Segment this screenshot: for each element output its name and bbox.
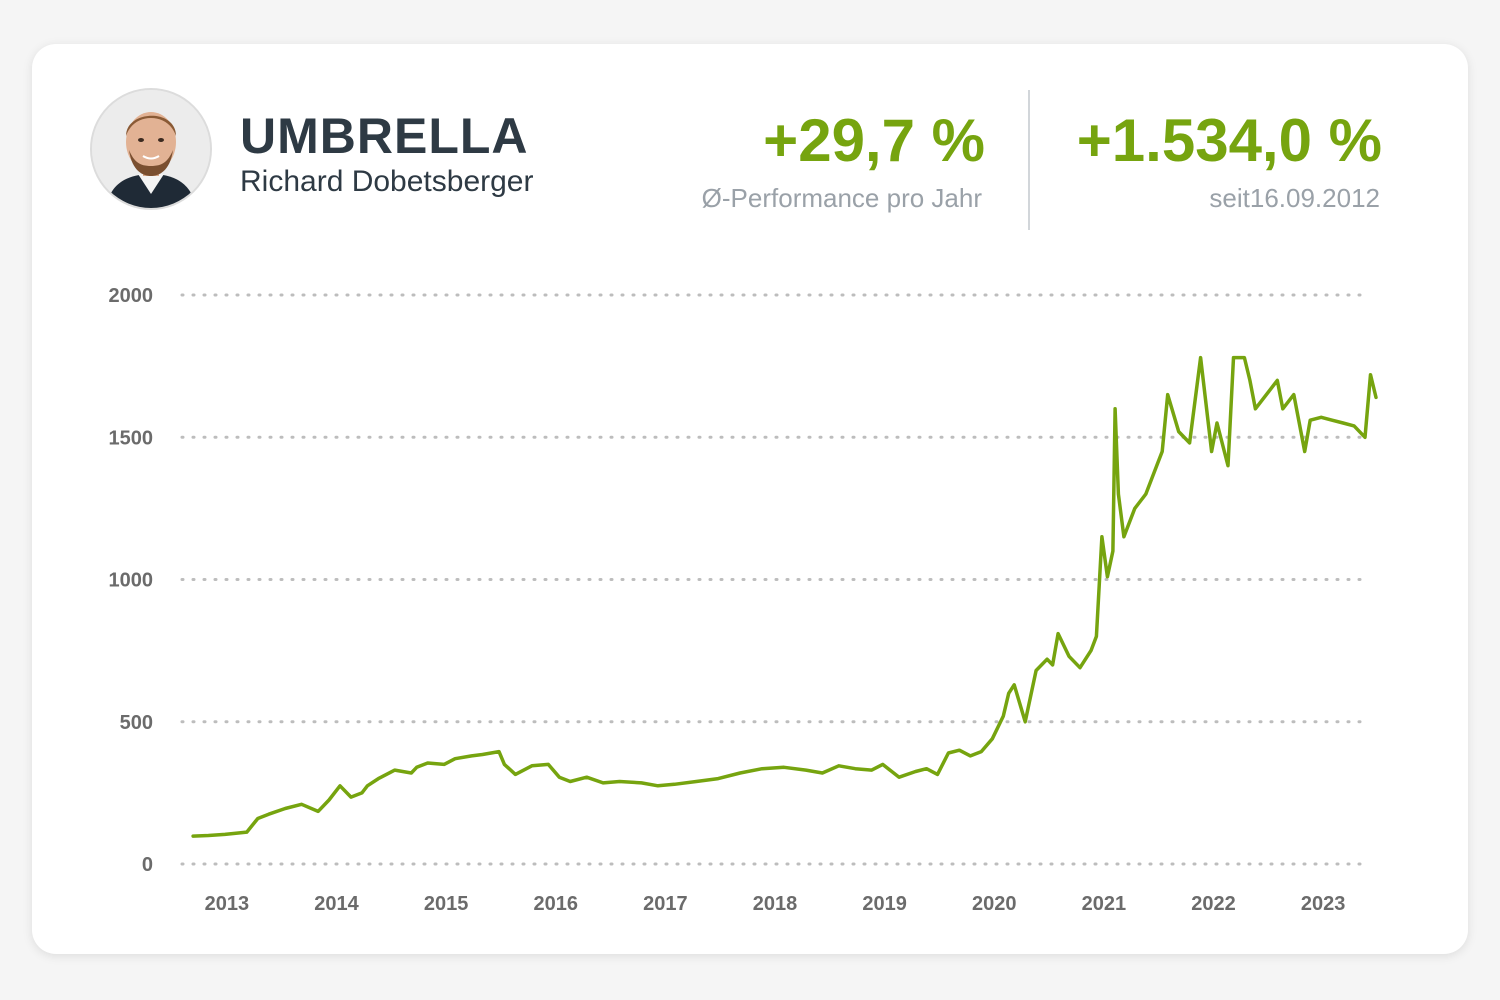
total-performance-value: +1.534,0 % — [1076, 107, 1382, 174]
x-tick-label: 2018 — [753, 893, 798, 915]
y-tick-label: 1000 — [109, 570, 154, 592]
x-tick-label: 2016 — [534, 893, 579, 915]
y-tick-label: 2000 — [109, 285, 154, 307]
x-tick-label: 2019 — [862, 893, 907, 915]
avatar — [90, 88, 212, 210]
total-performance-label: seit16.09.2012 — [1209, 183, 1380, 213]
x-tick-label: 2017 — [643, 893, 688, 915]
x-tick-label: 2022 — [1191, 893, 1236, 915]
x-tick-label: 2021 — [1082, 893, 1127, 915]
x-tick-label: 2015 — [424, 893, 469, 915]
x-tick-label: 2014 — [314, 893, 359, 915]
x-tick-label: 2020 — [972, 893, 1017, 915]
y-tick-label: 500 — [120, 712, 153, 734]
performance-card — [32, 44, 1468, 954]
annual-performance-value: +29,7 % — [763, 107, 985, 174]
x-tick-label: 2023 — [1301, 893, 1346, 915]
person-portrait-icon — [92, 90, 210, 208]
series-line — [191, 355, 1378, 838]
x-tick-label: 2013 — [205, 893, 250, 915]
y-tick-label: 0 — [142, 854, 153, 876]
stats-divider — [1028, 90, 1030, 230]
manager-name: Richard Dobetsberger — [240, 165, 534, 198]
y-tick-label: 1500 — [109, 427, 154, 449]
annual-performance-label: Ø-Performance pro Jahr — [701, 183, 982, 213]
page-title: UMBRELLA — [240, 108, 529, 164]
